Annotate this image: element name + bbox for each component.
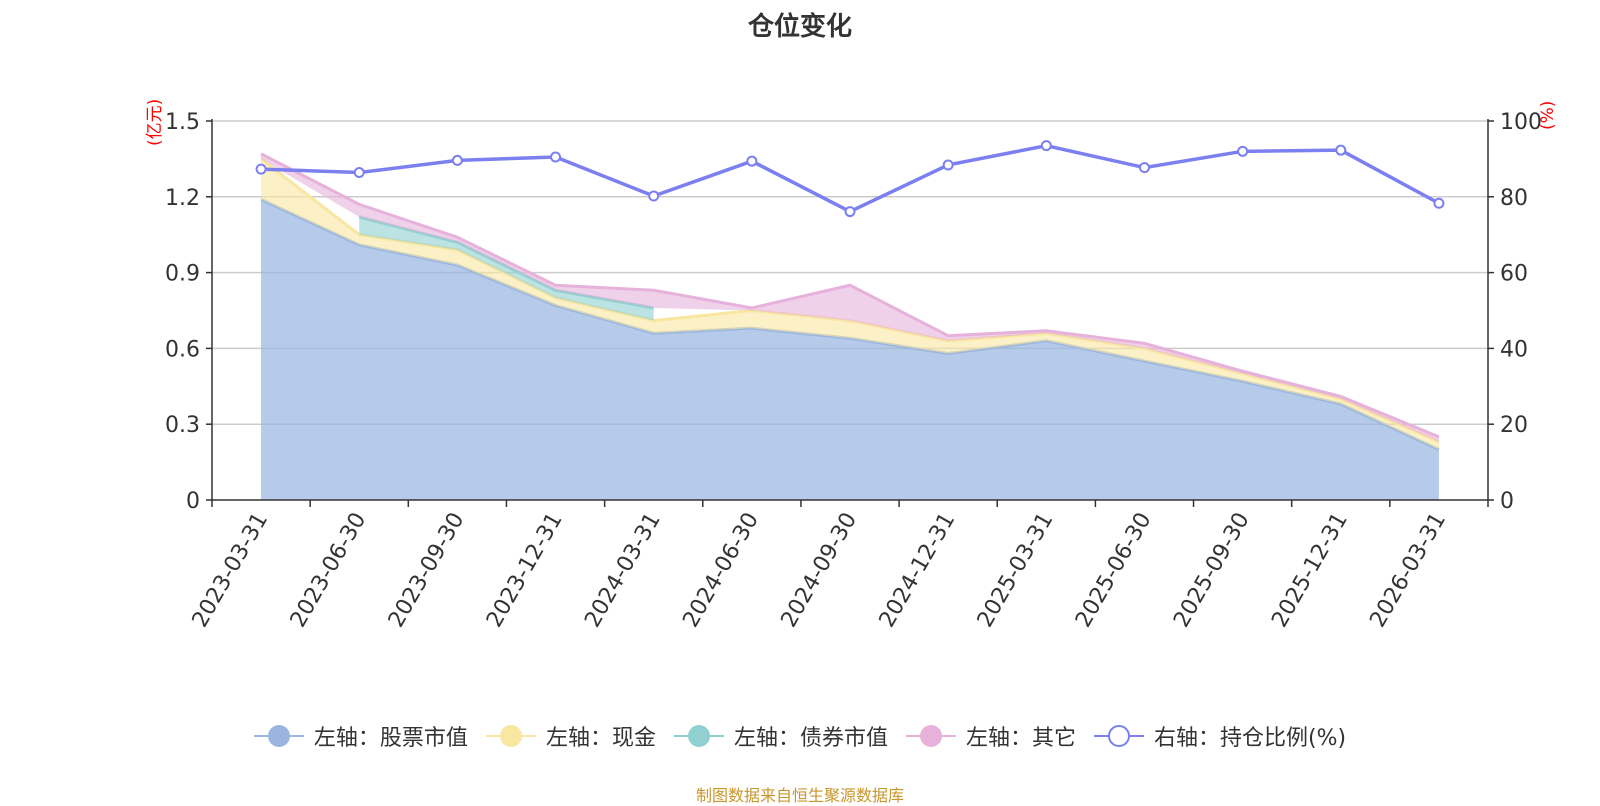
ratio-point: [746, 155, 758, 167]
ratio-point: [1433, 197, 1445, 209]
legend-stock-icon: [253, 725, 304, 747]
ratio-point: [255, 163, 267, 175]
right-tick-label: 20: [1500, 413, 1528, 438]
other-area: [261, 153, 1439, 442]
legend-cash-icon: [485, 725, 536, 747]
x-tick-label: 2025-03-31: [973, 509, 1059, 632]
x-tick-label: 2025-12-31: [1267, 509, 1353, 632]
x-tick-label: 2024-03-31: [580, 509, 666, 632]
x-tick-label: 2024-06-30: [678, 509, 764, 632]
legend-ratio-icon: [1093, 725, 1144, 747]
stock-area: [261, 199, 1439, 500]
ratio-point: [844, 206, 856, 218]
x-tick-label: 2023-12-31: [482, 509, 568, 632]
legend-item-bond[interactable]: 左轴：债券市值: [673, 720, 888, 752]
x-tick-label: 2023-09-30: [384, 509, 470, 632]
right-tick-label: 100: [1500, 110, 1542, 135]
right-tick-label: 40: [1500, 337, 1528, 362]
ratio-point: [1138, 162, 1150, 174]
other-series-line: [260, 152, 1440, 439]
legend-label: 左轴：债券市值: [733, 726, 888, 751]
ratio-point: [1237, 145, 1249, 157]
ratio-point: [1335, 144, 1347, 156]
left-tick-label: 0.3: [165, 413, 200, 438]
legend-item-other[interactable]: 左轴：其它: [905, 720, 1076, 752]
data-source-note: 制图数据来自恒生聚源数据库: [695, 786, 904, 805]
legend-item-stock[interactable]: 左轴：股票市值: [253, 720, 468, 752]
legend: 左轴：股票市值 左轴：现金 左轴：债券市值 左轴：其它 右轴：持仓比例(%): [0, 720, 1600, 752]
x-tick-label: 2023-03-31: [188, 509, 274, 632]
x-tick-label: 2023-06-30: [286, 509, 372, 632]
legend-bond-icon: [673, 725, 724, 747]
left-tick-label: 0.9: [165, 262, 200, 287]
legend-label: 左轴：其它: [965, 726, 1076, 751]
ratio-point: [1040, 140, 1052, 152]
legend-item-ratio[interactable]: 右轴：持仓比例(%): [1093, 720, 1347, 752]
x-tick-label: 2024-12-31: [875, 508, 961, 631]
right-tick-label: 80: [1500, 186, 1528, 211]
legend-other-icon: [905, 725, 956, 747]
left-tick-label: 1.2: [165, 186, 200, 211]
ratio-point: [451, 154, 463, 166]
legend-label: 右轴：持仓比例(%): [1153, 726, 1347, 751]
ratio-point: [648, 190, 660, 202]
ratio-point: [942, 159, 954, 171]
left-tick-label: 1.5: [165, 110, 200, 135]
left-tick-label: 0.6: [165, 337, 200, 362]
x-tick-label: 2025-09-30: [1169, 509, 1255, 632]
ratio-point: [353, 167, 365, 179]
ratio-point: [550, 151, 562, 163]
left-tick-label: 0: [186, 489, 200, 514]
bond-area: [359, 217, 654, 321]
x-tick-label: 2025-06-30: [1071, 509, 1157, 632]
legend-label: 左轴：现金: [545, 726, 656, 751]
x-tick-label: 2024-09-30: [777, 509, 863, 632]
x-tick-label: 2026-03-31: [1365, 509, 1451, 632]
ratio-line: [261, 143, 1440, 214]
right-tick-label: 0: [1500, 489, 1514, 514]
chart-title: 仓位变化: [747, 12, 852, 42]
right-tick-label: 60: [1500, 262, 1528, 287]
legend-item-cash[interactable]: 左轴：现金: [485, 720, 656, 752]
legend-label: 左轴：股票市值: [313, 726, 468, 751]
